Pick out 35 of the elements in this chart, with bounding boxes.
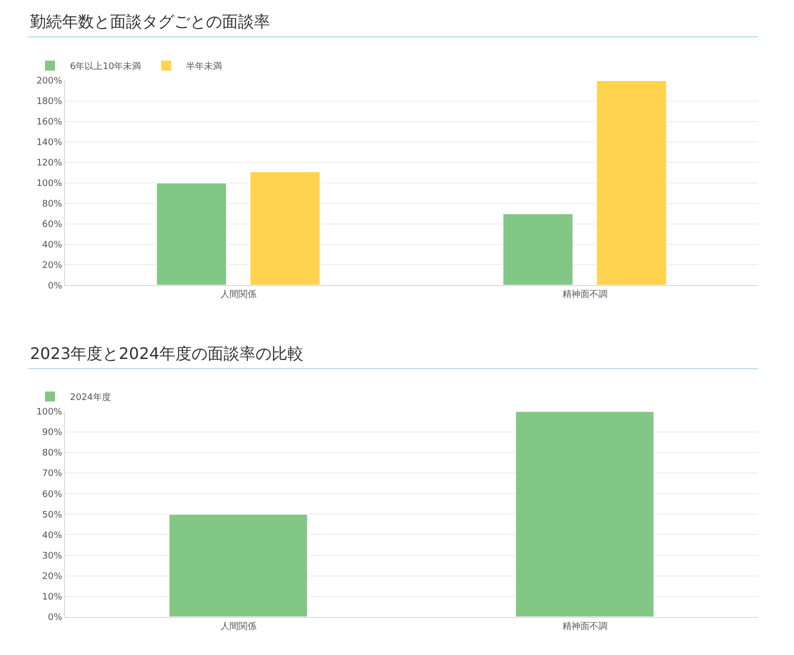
y-tick-label: 70%: [42, 469, 63, 480]
y-tick-label: 40%: [42, 240, 63, 250]
y-tick-label: 40%: [42, 530, 63, 541]
y-tick-label: 100%: [36, 179, 63, 190]
y-tick-label: 60%: [42, 490, 63, 500]
y-tick-label: 140%: [36, 138, 63, 148]
y-tick-label: 80%: [42, 200, 63, 210]
x-tick-label: 精神面不調: [562, 289, 608, 300]
y-tick-label: 10%: [42, 592, 63, 603]
y-tick-label: 0%: [48, 613, 63, 624]
y-tick-label: 20%: [42, 572, 63, 582]
x-tick-label: 人間関係: [220, 620, 256, 632]
y-tick-label: 20%: [42, 260, 63, 271]
bar: [156, 182, 228, 286]
x-tick-label: 精神面不調: [562, 620, 608, 632]
bar: [596, 80, 668, 286]
legend-label: 半年未満: [186, 61, 222, 72]
bar: [249, 171, 321, 286]
y-tick-label: 200%: [36, 76, 63, 87]
y-tick-label: 160%: [36, 118, 63, 128]
y-tick-label: 60%: [42, 220, 63, 230]
bar: [502, 213, 574, 286]
y-tick-label: 80%: [42, 448, 63, 459]
legend-label: 6年以上10年未満: [70, 61, 142, 72]
legend-label: 2024年度: [70, 392, 111, 403]
y-tick-label: 120%: [36, 158, 63, 169]
y-tick-label: 50%: [42, 510, 63, 520]
y-tick-label: 0%: [48, 281, 63, 292]
y-tick-label: 30%: [42, 551, 63, 562]
y-tick-label: 90%: [42, 428, 63, 438]
y-tick-label: 100%: [36, 408, 63, 418]
chart-title: 勤続年数と面談タグごとの面談率: [30, 12, 270, 31]
chart-title: 2023年度と2024年度の面談率の比較: [30, 344, 304, 363]
y-tick-label: 180%: [36, 97, 63, 108]
x-tick-label: 人間関係: [220, 289, 256, 300]
